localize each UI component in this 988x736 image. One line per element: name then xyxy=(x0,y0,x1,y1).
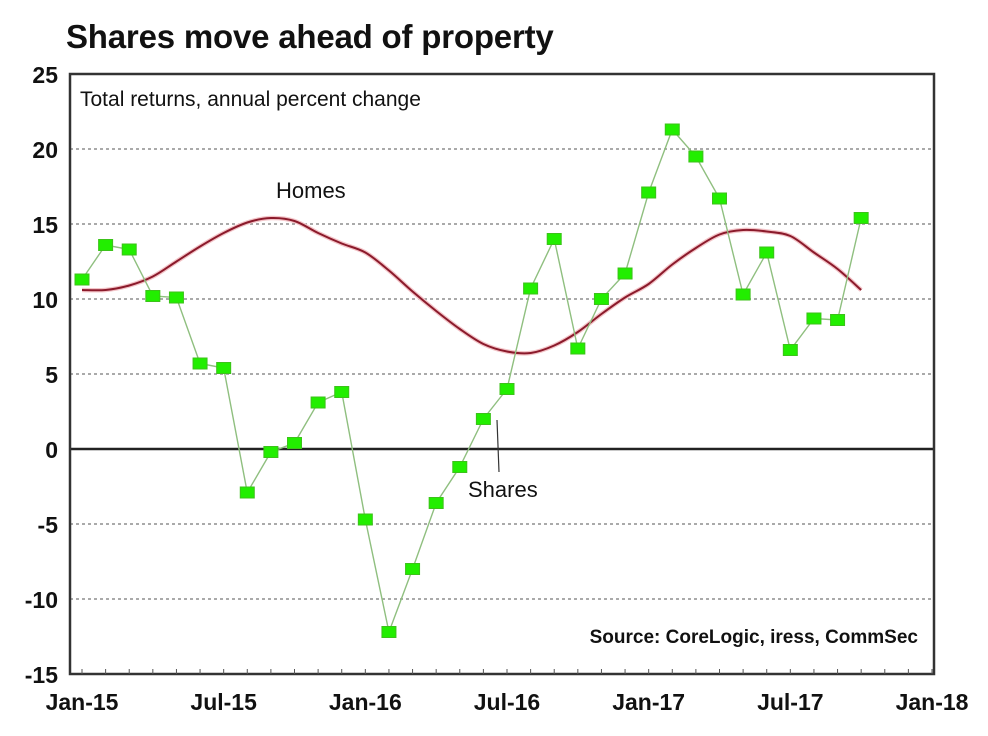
homes-line-halo xyxy=(81,215,863,356)
shares-marker xyxy=(664,123,680,136)
x-tick-label: Jan-18 xyxy=(896,689,969,715)
homes-series xyxy=(81,215,863,356)
y-tick-label: 20 xyxy=(32,137,58,163)
shares-marker xyxy=(216,362,232,374)
shares-line xyxy=(81,128,862,635)
shares-marker xyxy=(617,267,633,280)
x-axis-ticks xyxy=(81,669,933,674)
plot-frame xyxy=(68,72,936,676)
x-tick-label: Jan-16 xyxy=(329,689,402,715)
homes-line xyxy=(81,216,862,355)
shares-marker xyxy=(853,212,869,224)
shares-marker xyxy=(782,344,798,356)
shares-marker xyxy=(74,273,90,286)
shares-marker xyxy=(357,513,373,526)
y-tick-label: -5 xyxy=(38,512,59,538)
shares-marker xyxy=(735,288,751,301)
shares-marker xyxy=(806,312,822,325)
shares-marker xyxy=(688,150,704,163)
source-note: Source: CoreLogic, iress, CommSec xyxy=(590,627,919,648)
shares-marker xyxy=(405,563,421,575)
y-axis: 25 20 15 10 5 0 -5 -10 -15 xyxy=(25,62,58,688)
y-tick-label: -15 xyxy=(25,662,58,688)
x-tick-label: Jul-17 xyxy=(757,689,823,715)
shares-marker xyxy=(712,192,727,205)
shares-marker xyxy=(98,239,114,251)
shares-marker xyxy=(499,383,515,395)
shares-marker xyxy=(641,186,657,199)
shares-marker xyxy=(523,282,539,295)
shares-marker xyxy=(168,291,184,304)
shares-marker xyxy=(381,626,397,638)
shares-marker xyxy=(192,357,208,370)
x-tick-label: Jul-16 xyxy=(474,689,540,715)
shares-marker xyxy=(428,497,444,509)
shares-marker xyxy=(759,246,775,259)
x-tick-label: Jan-17 xyxy=(612,689,685,715)
shares-marker xyxy=(830,314,846,326)
shares-marker xyxy=(475,413,491,425)
shares-series-label: Shares xyxy=(468,477,538,502)
shares-marker xyxy=(334,386,350,398)
chart-title: Shares move ahead of property xyxy=(66,18,554,55)
y-tick-label: 5 xyxy=(45,362,58,388)
y-tick-label: 25 xyxy=(32,62,58,88)
shares-marker xyxy=(570,342,586,355)
shares-marker xyxy=(593,293,609,305)
x-axis: Jan-15 Jul-15 Jan-16 Jul-16 Jan-17 Jul-17 Jan-… xyxy=(46,689,969,715)
shares-marker xyxy=(287,437,302,449)
shares-marker xyxy=(452,461,468,473)
shares-marker xyxy=(546,233,562,245)
x-tick-label: Jul-15 xyxy=(190,689,257,715)
y-tick-label: 10 xyxy=(32,287,58,313)
shares-marker xyxy=(239,486,255,499)
shares-marker xyxy=(310,396,326,409)
shares-series xyxy=(74,123,869,638)
chart-subtitle: Total returns, annual percent change xyxy=(80,88,421,111)
y-tick-label: -10 xyxy=(25,587,58,613)
x-tick-label: Jan-15 xyxy=(46,689,119,715)
y-tick-label: 15 xyxy=(32,212,58,238)
shares-marker xyxy=(121,243,137,256)
gridlines xyxy=(70,148,934,600)
y-tick-label: 0 xyxy=(45,437,58,463)
shares-marker xyxy=(263,446,279,458)
shares-label-leader-line xyxy=(496,419,500,473)
shares-marker xyxy=(145,290,161,302)
homes-series-label: Homes xyxy=(276,178,346,203)
